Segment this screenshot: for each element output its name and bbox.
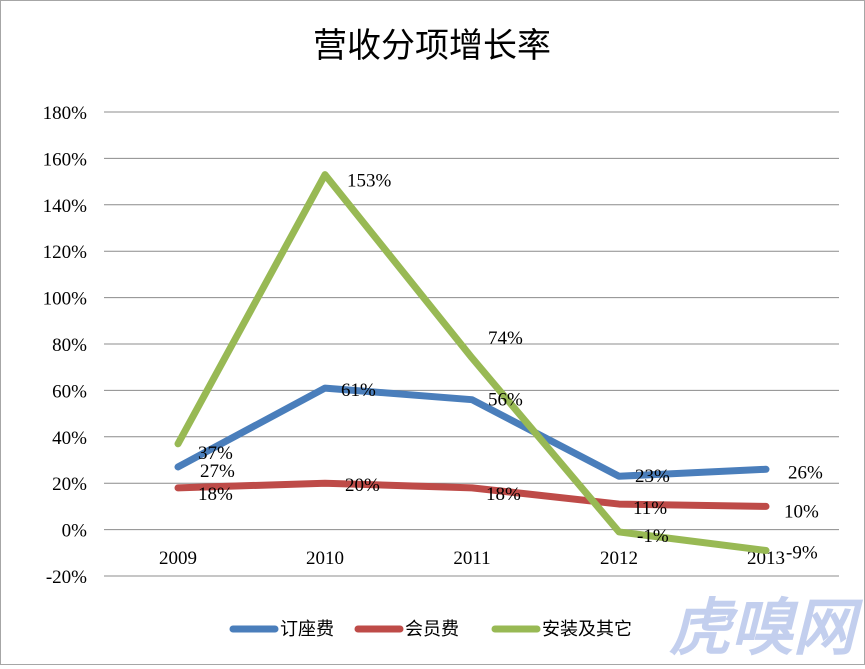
data-label: 11%	[633, 498, 667, 519]
data-label: 10%	[784, 501, 819, 522]
data-label: -1%	[637, 526, 669, 547]
y-tick-label: 20%	[52, 474, 87, 495]
series-line	[174, 479, 770, 510]
series-line	[174, 171, 770, 554]
data-label: 26%	[788, 462, 823, 483]
legend: 订座费 会员费 安装及其它	[229, 619, 632, 640]
data-label: 37%	[198, 443, 233, 464]
y-tick-label: 140%	[43, 196, 88, 217]
data-label: 18%	[486, 484, 521, 505]
y-tick-label: 60%	[52, 381, 87, 402]
data-label: 18%	[198, 484, 233, 505]
data-label: 27%	[200, 461, 235, 482]
legend-label: 会员费	[405, 619, 459, 640]
x-tick-label: 2011	[453, 548, 490, 569]
legend-label: 安装及其它	[542, 619, 632, 640]
chart-title: 营收分项增长率	[313, 26, 551, 66]
data-label: 56%	[488, 390, 523, 411]
data-label: 23%	[635, 466, 670, 487]
data-label: 153%	[347, 171, 392, 192]
watermark-logo: 虎嗅网	[669, 591, 864, 664]
x-tick-label: 2013	[747, 548, 785, 569]
y-tick-label: 120%	[43, 242, 88, 263]
x-tick-label: 2010	[306, 548, 344, 569]
y-axis: -20% 0% 20% 40% 60% 80% 100% 120% 140% 160% 180%	[43, 103, 88, 588]
y-tick-label: 160%	[43, 149, 88, 170]
x-axis: 2009 2010 2011 2012 2013	[159, 548, 785, 569]
data-label: -9%	[786, 542, 818, 563]
x-tick-label: 2012	[600, 548, 638, 569]
data-labels: 27% 61% 56% 23% 26% 18% 20% 18% 11% 10% 37% 153% 74%…	[198, 171, 823, 564]
y-tick-label: 0%	[62, 521, 88, 542]
y-tick-label: -20%	[46, 567, 87, 588]
x-tick-label: 2009	[159, 548, 197, 569]
data-label: 20%	[345, 475, 380, 496]
data-label: 74%	[488, 328, 523, 349]
y-tick-label: 80%	[52, 335, 87, 356]
legend-label: 订座费	[280, 619, 334, 640]
y-tick-label: 100%	[43, 289, 88, 310]
y-tick-label: 180%	[43, 103, 88, 124]
series-lines	[174, 171, 770, 554]
data-label: 61%	[341, 380, 376, 401]
y-tick-label: 40%	[52, 428, 87, 449]
series-line	[174, 384, 770, 480]
